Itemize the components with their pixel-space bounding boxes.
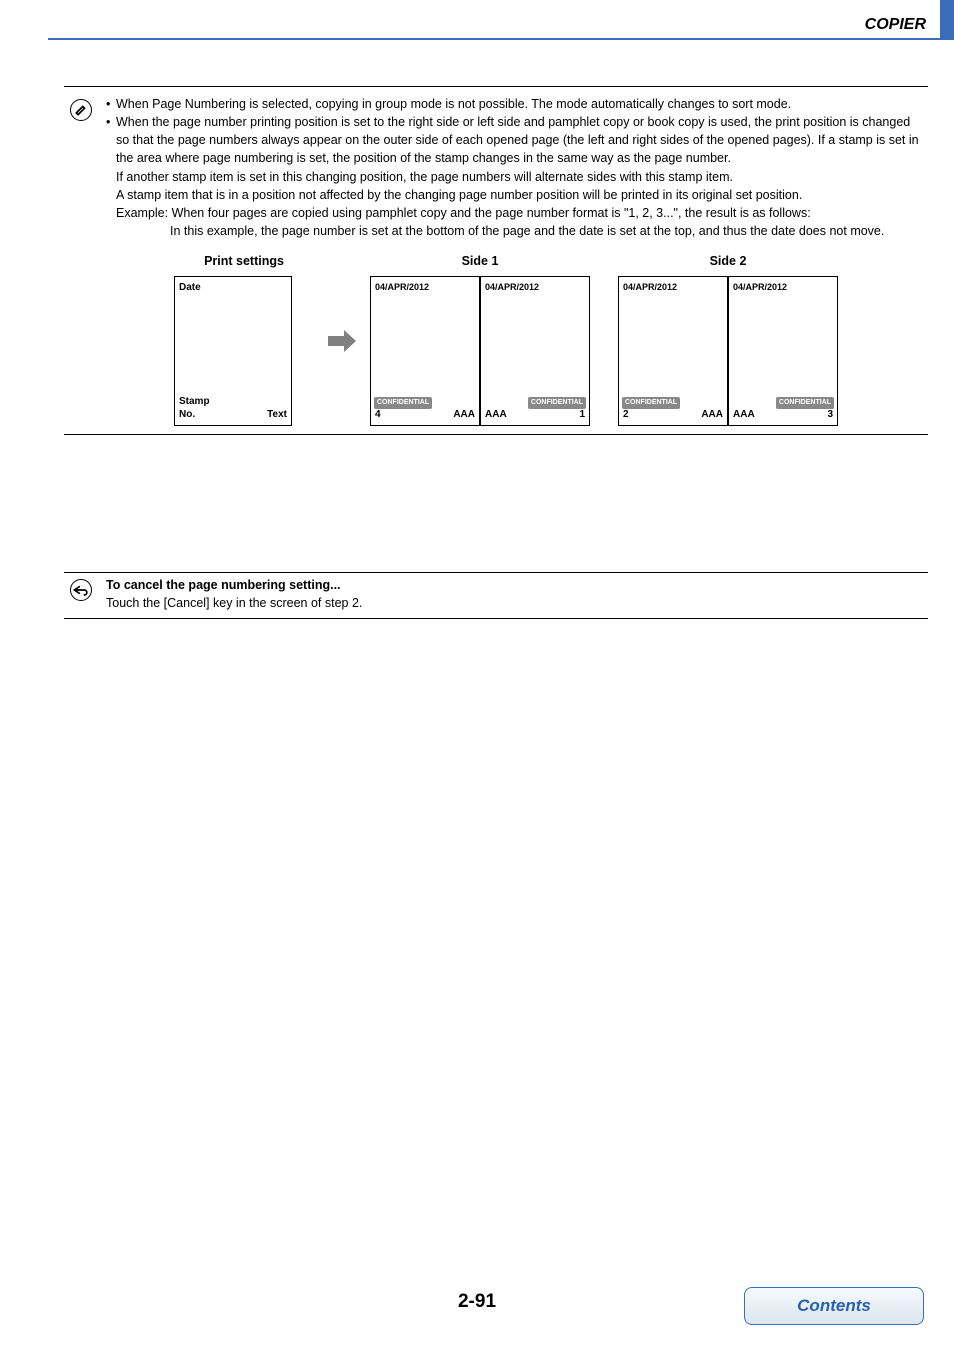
header-accent-block — [940, 0, 954, 40]
example-label: Example: — [116, 206, 168, 220]
print-settings-column: Print settings Date Stamp No. Text — [174, 252, 314, 426]
section-title: COPIER — [865, 16, 926, 34]
example-row: Example: When four pages are copied usin… — [106, 204, 924, 222]
print-settings-box: Date Stamp No. Text — [174, 276, 292, 426]
confidential-badge: CONFIDENTIAL — [528, 397, 586, 409]
side2-heading: Side 2 — [618, 252, 838, 270]
settings-text-label: Text — [267, 408, 287, 423]
contents-button[interactable]: Contents — [744, 1287, 924, 1325]
side1-heading: Side 1 — [370, 252, 590, 270]
diagram-area: Print settings Date Stamp No. Text Side … — [174, 252, 924, 426]
aaa-text: AAA — [453, 408, 475, 423]
page-date: 04/APR/2012 — [623, 281, 677, 294]
aaa-text: AAA — [701, 408, 723, 423]
side2-left-page: 04/APR/2012 CONFIDENTIAL 2 AAA — [618, 276, 728, 426]
arrow-right-icon — [326, 328, 358, 354]
page-number-1: 1 — [579, 408, 585, 423]
cancel-section: To cancel the page numbering setting... … — [64, 572, 928, 619]
side1-column: Side 1 04/APR/2012 CONFIDENTIAL 4 AAA 04… — [370, 252, 590, 426]
confidential-badge: CONFIDENTIAL — [622, 397, 680, 409]
note-section: When Page Numbering is selected, copying… — [64, 86, 928, 435]
aaa-text: AAA — [733, 408, 755, 423]
page-date: 04/APR/2012 — [485, 281, 539, 294]
settings-no-label: No. — [179, 408, 195, 423]
side2-column: Side 2 04/APR/2012 CONFIDENTIAL 2 AAA 04… — [618, 252, 838, 426]
cancel-title: To cancel the page numbering setting... — [106, 577, 928, 595]
note-subtext-1: If another stamp item is set in this cha… — [106, 168, 924, 186]
pencil-icon — [70, 99, 92, 121]
confidential-badge: CONFIDENTIAL — [374, 397, 432, 409]
note-subtext-2: A stamp item that is in a position not a… — [106, 186, 924, 204]
header-rule — [48, 38, 940, 40]
page-number-4: 4 — [375, 408, 381, 423]
page-date: 04/APR/2012 — [375, 281, 429, 294]
print-settings-heading: Print settings — [174, 252, 314, 270]
side1-right-page: 04/APR/2012 CONFIDENTIAL AAA 1 — [480, 276, 590, 426]
arrow-column — [314, 252, 370, 354]
page-number-2: 2 — [623, 408, 629, 423]
aaa-text: AAA — [485, 408, 507, 423]
example-line-2: In this example, the page number is set … — [106, 222, 924, 240]
confidential-badge: CONFIDENTIAL — [776, 397, 834, 409]
example-line-1: When four pages are copied using pamphle… — [172, 206, 811, 220]
settings-date-label: Date — [179, 281, 201, 296]
page-date: 04/APR/2012 — [733, 281, 787, 294]
undo-icon — [70, 579, 92, 601]
note-bullet-2: When the page number printing position i… — [106, 113, 924, 167]
side2-right-page: 04/APR/2012 CONFIDENTIAL AAA 3 — [728, 276, 838, 426]
note-bullet-1: When Page Numbering is selected, copying… — [106, 95, 924, 113]
page-number-3: 3 — [827, 408, 833, 423]
cancel-text: Touch the [Cancel] key in the screen of … — [106, 595, 928, 613]
side1-left-page: 04/APR/2012 CONFIDENTIAL 4 AAA — [370, 276, 480, 426]
